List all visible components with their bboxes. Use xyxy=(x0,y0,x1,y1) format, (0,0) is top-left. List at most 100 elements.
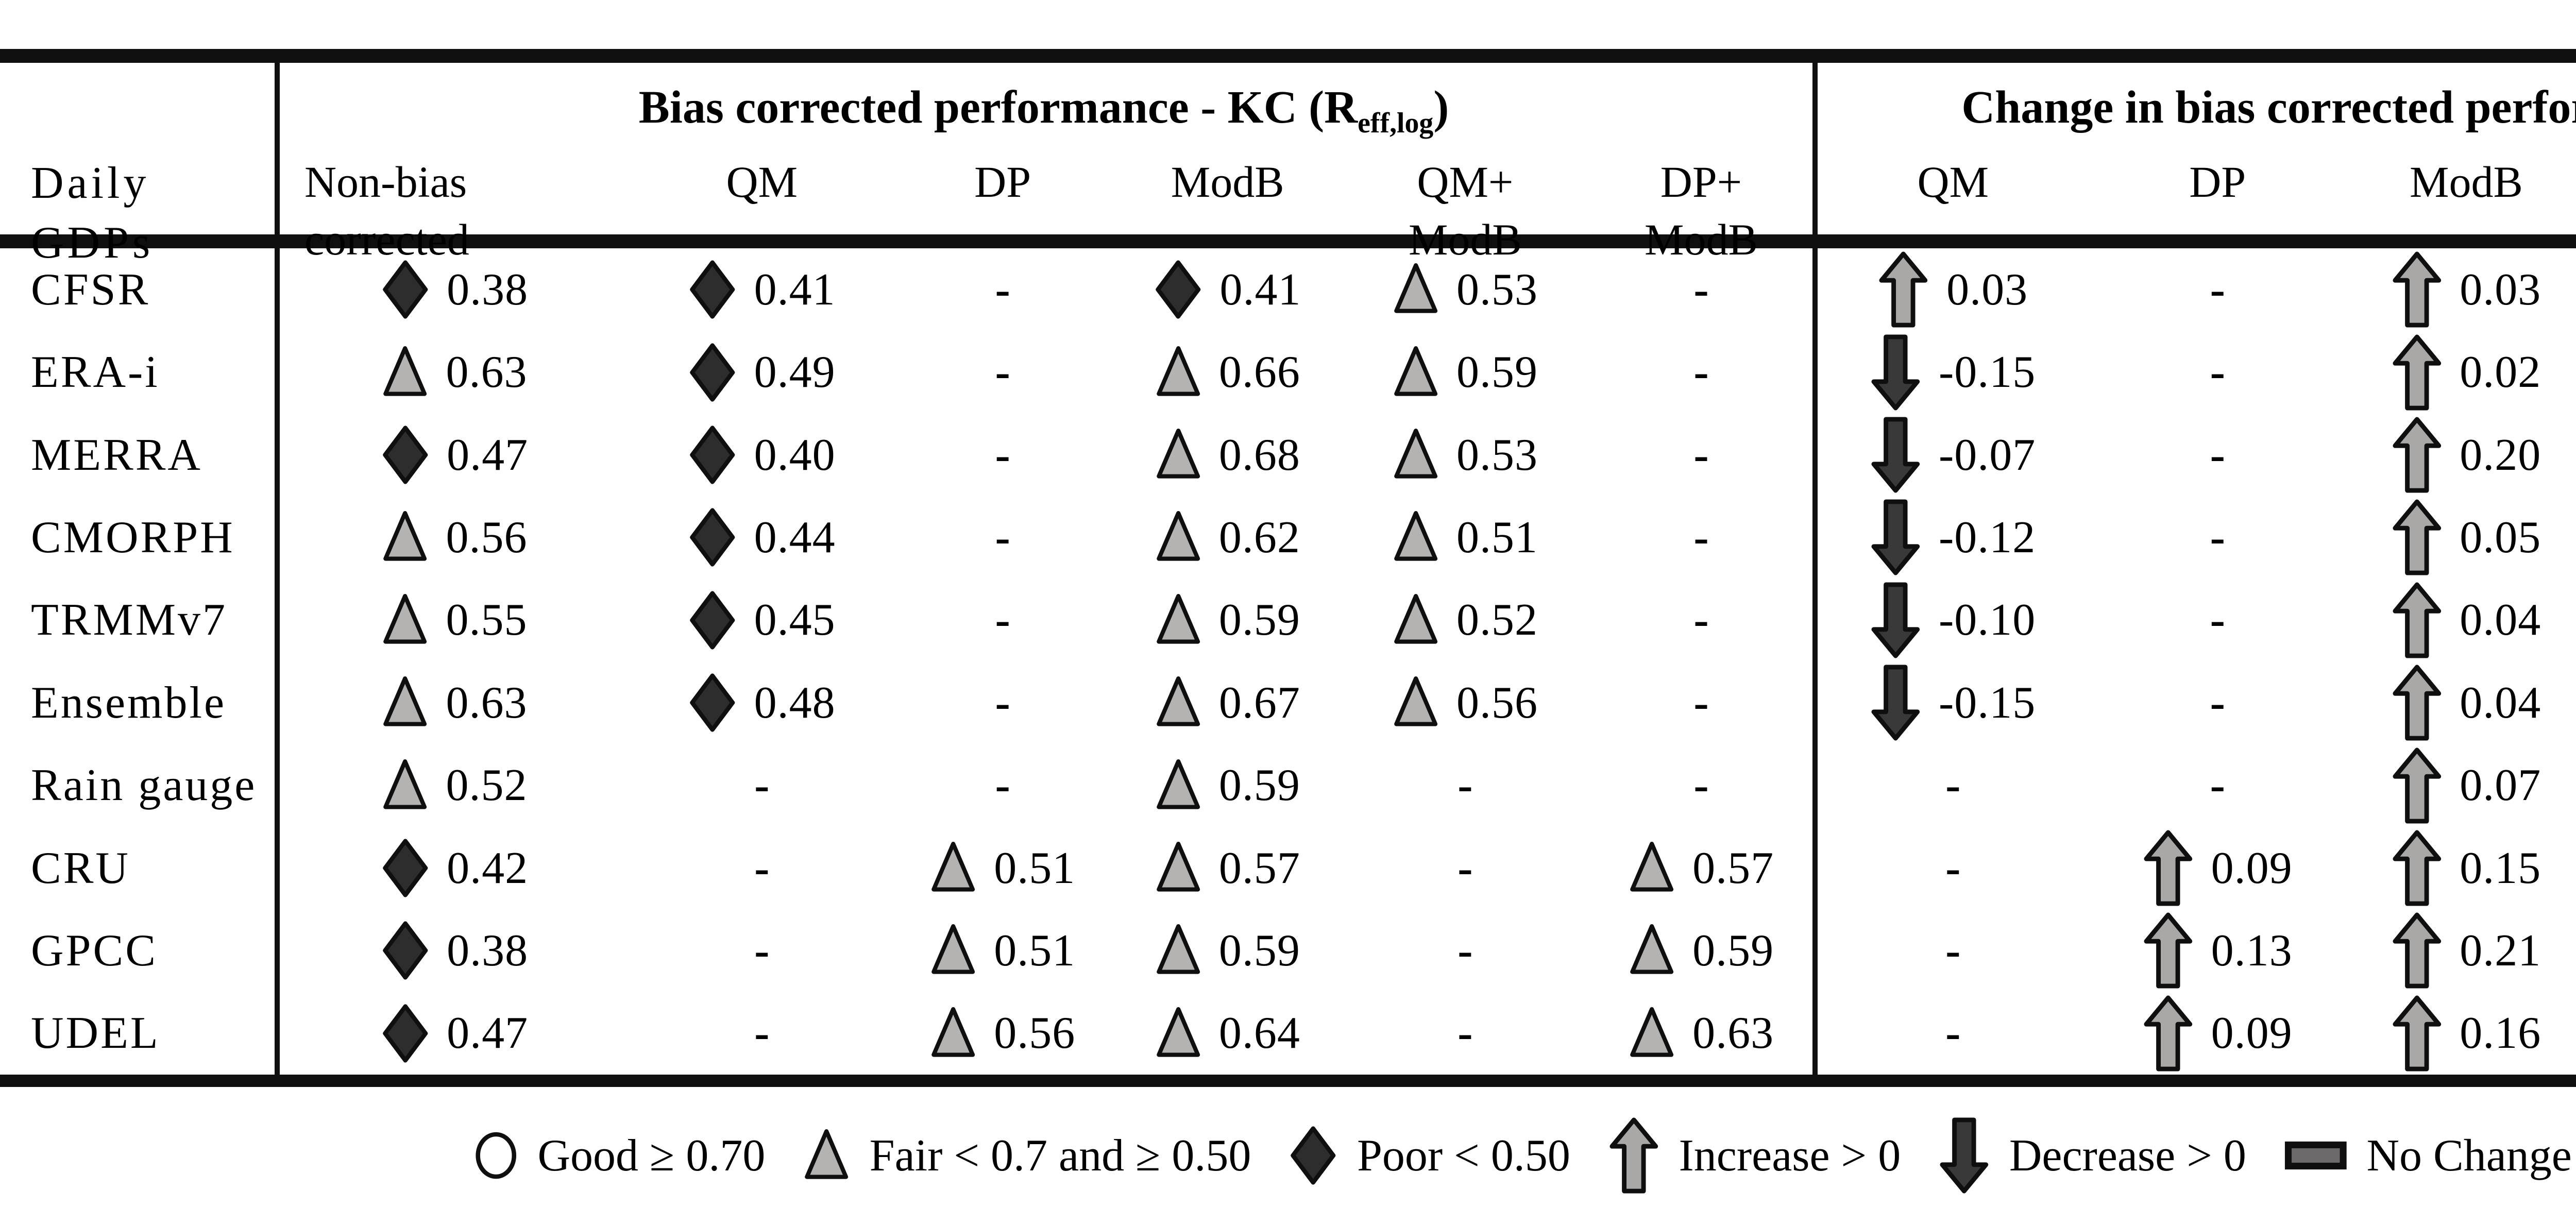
table-cell: 0.45 xyxy=(634,590,890,650)
table-cell: 0.52 xyxy=(1340,591,1590,649)
decrease-arrow-icon xyxy=(1870,499,1921,575)
row-label: ERA-i xyxy=(31,347,160,398)
increase-arrow-icon xyxy=(1878,251,1929,328)
header-rule xyxy=(0,234,2576,248)
legend-item-poor: Poor < 0.50 xyxy=(1289,1126,1570,1185)
table-cell: 0.47 xyxy=(276,425,634,485)
table-cell: 0.51 xyxy=(890,839,1115,897)
column-header: Non-bias corrected xyxy=(304,157,469,264)
poor-diamond-icon xyxy=(1289,1126,1337,1185)
no-data-dash: - xyxy=(1458,1008,1473,1059)
fair-triangle-icon xyxy=(930,1005,976,1062)
no-data-dash: - xyxy=(995,430,1010,480)
poor-diamond-icon xyxy=(688,590,737,650)
no-data-dash: - xyxy=(1945,843,1961,893)
no-data-dash: - xyxy=(1693,347,1709,398)
left-group-title: Bias corrected performance - KC (Reff,lo… xyxy=(638,82,1449,139)
table-cell: - xyxy=(1340,842,1590,894)
no-data-dash: - xyxy=(754,1008,770,1059)
cell-value: 0.51 xyxy=(994,843,1076,893)
column-header: DP xyxy=(2189,157,2246,207)
table-cell: - xyxy=(1590,512,1812,564)
fair-triangle-icon xyxy=(382,674,428,732)
legend-item-dec: Decrease > 0 xyxy=(1939,1117,2246,1194)
table-cell: 0.56 xyxy=(276,508,634,566)
no-data-dash: - xyxy=(1945,760,1961,811)
table-cell: 0.48 xyxy=(634,673,890,733)
table-cell: - xyxy=(1590,346,1812,398)
increase-arrow-icon xyxy=(2392,747,2443,824)
cell-value: 0.51 xyxy=(994,925,1076,976)
fair-triangle-icon xyxy=(1155,591,1201,649)
poor-diamond-icon xyxy=(688,507,737,567)
no-data-dash: - xyxy=(1693,430,1709,480)
cell-value: 0.16 xyxy=(2460,1008,2541,1059)
no-data-dash: - xyxy=(754,925,770,976)
no-data-dash: - xyxy=(1693,677,1709,728)
cell-value: 0.13 xyxy=(2211,925,2293,976)
cell-value: 0.57 xyxy=(1218,843,1300,893)
table-cell: 0.05 xyxy=(2341,499,2576,575)
right-group-title: Change in bias corrected performance - K… xyxy=(1961,82,2576,133)
cell-value: 0.38 xyxy=(447,925,529,976)
cell-value: 0.41 xyxy=(1219,264,1301,315)
fair-triangle-icon xyxy=(1155,344,1201,401)
table-cell: 0.52 xyxy=(276,757,634,814)
table-cell: 0.15 xyxy=(2341,830,2576,906)
no-data-dash: - xyxy=(995,595,1010,645)
no-data-dash: - xyxy=(995,760,1010,811)
table-cell: 0.59 xyxy=(1115,591,1340,649)
cell-value: 0.62 xyxy=(1218,512,1300,563)
table-cell: 0.59 xyxy=(1340,344,1590,401)
fair-triangle-icon xyxy=(803,1127,850,1184)
no-data-dash: - xyxy=(2210,677,2225,728)
fair-triangle-icon xyxy=(1155,674,1201,732)
label-column-separator xyxy=(275,49,280,1087)
cell-value: 0.20 xyxy=(2460,430,2541,480)
table-cell: 0.20 xyxy=(2341,417,2576,493)
table-cell: 0.55 xyxy=(276,591,634,649)
column-header: QM xyxy=(726,157,798,207)
table-cell: - xyxy=(890,677,1115,729)
table-cell: 0.63 xyxy=(1590,1005,1812,1062)
legend-label: Increase > 0 xyxy=(1679,1130,1901,1181)
table-cell: - xyxy=(1812,842,2094,894)
table-cell: - xyxy=(890,264,1115,316)
decrease-arrow-icon xyxy=(1939,1117,1990,1194)
row-label: TRMMv7 xyxy=(31,595,227,645)
table-cell: - xyxy=(890,594,1115,646)
row-label: GPCC xyxy=(31,925,158,976)
table-cell: - xyxy=(1590,429,1812,481)
table-cell: 0.09 xyxy=(2094,995,2341,1072)
table-cell: - xyxy=(2094,594,2341,646)
cell-value: 0.03 xyxy=(1946,264,2028,315)
table-cell: 0.64 xyxy=(1115,1005,1340,1062)
table-row: Ensemble0.630.48-0.670.56--0.15-0.04-0.0… xyxy=(0,661,2576,744)
table-cell: 0.38 xyxy=(276,921,634,980)
cell-value: 0.52 xyxy=(446,760,528,811)
cell-value: 0.41 xyxy=(754,264,836,315)
cell-value: 0.44 xyxy=(754,512,836,563)
table-cell: 0.53 xyxy=(1340,261,1590,318)
no-change-bar-icon xyxy=(2284,1141,2347,1170)
poor-diamond-icon xyxy=(688,343,737,402)
poor-diamond-icon xyxy=(381,921,430,980)
row-label: UDEL xyxy=(31,1008,160,1059)
cell-value: 0.48 xyxy=(754,677,836,728)
table-cell: - xyxy=(634,759,890,811)
table-cell: - xyxy=(890,512,1115,564)
cell-value: 0.38 xyxy=(447,264,529,315)
fair-triangle-icon xyxy=(1393,344,1439,401)
cell-value: 0.68 xyxy=(1218,430,1300,480)
table-cell: - xyxy=(634,1007,890,1059)
increase-arrow-icon xyxy=(2392,251,2443,328)
no-data-dash: - xyxy=(754,843,770,893)
cell-value: 0.21 xyxy=(2460,925,2541,976)
cell-value: 0.59 xyxy=(1218,595,1300,645)
increase-arrow-icon xyxy=(2392,417,2443,493)
table-cell: 0.09 xyxy=(2094,830,2341,906)
